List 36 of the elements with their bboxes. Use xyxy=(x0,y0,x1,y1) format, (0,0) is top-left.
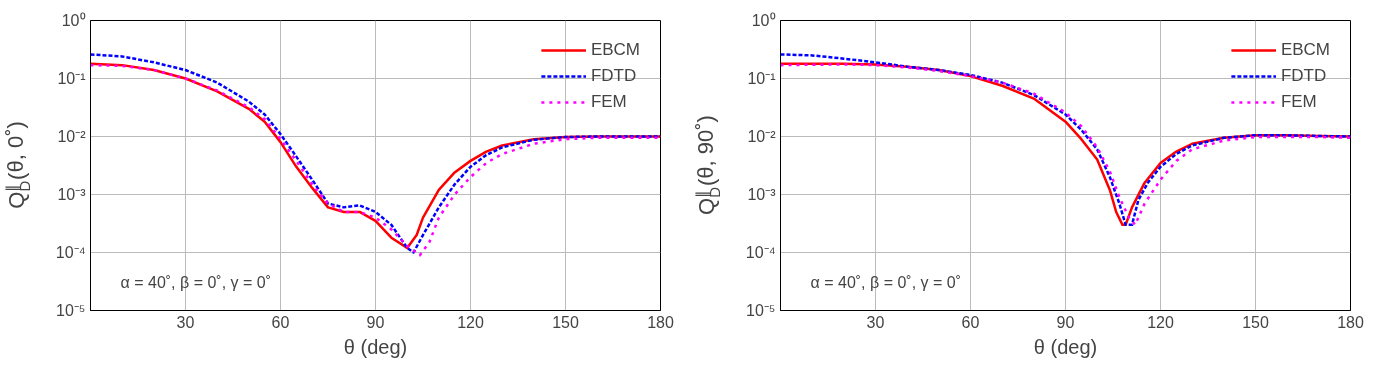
x-tick-label: 120 xyxy=(457,313,484,331)
y-tick-label: 10⁰ xyxy=(751,12,776,29)
x-tick-label: 30 xyxy=(176,313,195,331)
x-tick-label: 60 xyxy=(961,313,980,331)
y-tick-label: 10⁻¹ xyxy=(57,70,86,87)
x-axis-title: θ (deg) xyxy=(1033,335,1098,358)
x-tick-label: 150 xyxy=(552,313,579,331)
y-tick-label: 10⁻³ xyxy=(57,186,87,203)
annotation: α = 40˚, β = 0˚, γ = 0˚ xyxy=(120,273,272,291)
x-tick-label: 180 xyxy=(1337,313,1364,331)
x-tick-label: 180 xyxy=(647,313,674,331)
y-tick-label: 10⁻² xyxy=(57,128,87,145)
x-tick-label: 30 xyxy=(866,313,885,331)
x-tick-label: 90 xyxy=(366,313,385,331)
legend-label: EBCM xyxy=(1280,40,1330,60)
y-tick-label: 10⁻⁴ xyxy=(55,244,86,261)
y-tick-label: 10⁰ xyxy=(61,12,86,29)
y-axis-title: Q∥D(θ, 0˚) xyxy=(2,121,33,209)
x-tick-label: 120 xyxy=(1147,313,1174,331)
legend-label: FEM xyxy=(590,92,627,112)
y-tick-label: 10⁻⁴ xyxy=(745,244,776,261)
legend-label: EBCM xyxy=(590,40,640,60)
x-axis-title: θ (deg) xyxy=(343,335,408,358)
y-tick-label: 10⁻⁵ xyxy=(746,302,776,319)
y-tick-label: 10⁻¹ xyxy=(747,70,776,87)
x-tick-label: 90 xyxy=(1056,313,1075,331)
legend-label: FDTD xyxy=(590,66,637,86)
x-tick-label: 60 xyxy=(271,313,290,331)
y-tick-label: 10⁻² xyxy=(747,128,777,145)
annotation: α = 40˚, β = 0˚, γ = 0˚ xyxy=(810,273,962,291)
y-tick-label: 10⁻³ xyxy=(747,186,777,203)
x-tick-label: 150 xyxy=(1242,313,1269,331)
legend-label: FEM xyxy=(1280,92,1317,112)
y-tick-label: 10⁻⁵ xyxy=(56,302,86,319)
y-axis-title: Q∥D(θ, 90˚) xyxy=(692,115,723,215)
legend-label: FDTD xyxy=(1280,66,1327,86)
